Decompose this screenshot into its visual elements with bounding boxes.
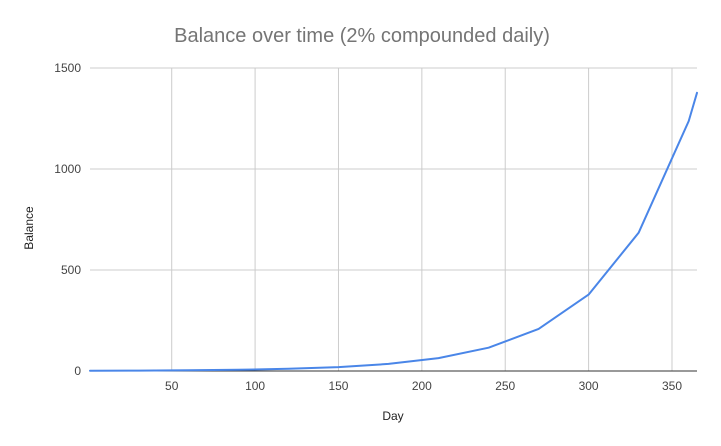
grid [90,67,697,371]
y-axis-label: Balance [22,206,36,250]
y-tick-labels: 0 500 1000 1500 [54,61,81,378]
y-tick-label: 1000 [54,162,81,176]
x-tick-labels: 50 100 150 200 250 300 350 [165,379,682,393]
x-tick-label: 150 [328,379,348,393]
x-axis-label: Day [382,409,403,423]
y-tick-label: 0 [74,364,81,378]
chart-title: Balance over time (2% compounded daily) [174,25,550,47]
y-tick-label: 500 [61,263,81,277]
y-tick-label: 1500 [54,61,81,75]
x-tick-label: 200 [412,379,432,393]
x-tick-label: 300 [579,379,599,393]
x-tick-label: 100 [245,379,265,393]
series-line [89,91,698,372]
x-tick-label: 350 [662,379,682,393]
series-group [89,91,698,372]
x-tick-label: 250 [495,379,515,393]
x-tick-label: 50 [165,379,179,393]
